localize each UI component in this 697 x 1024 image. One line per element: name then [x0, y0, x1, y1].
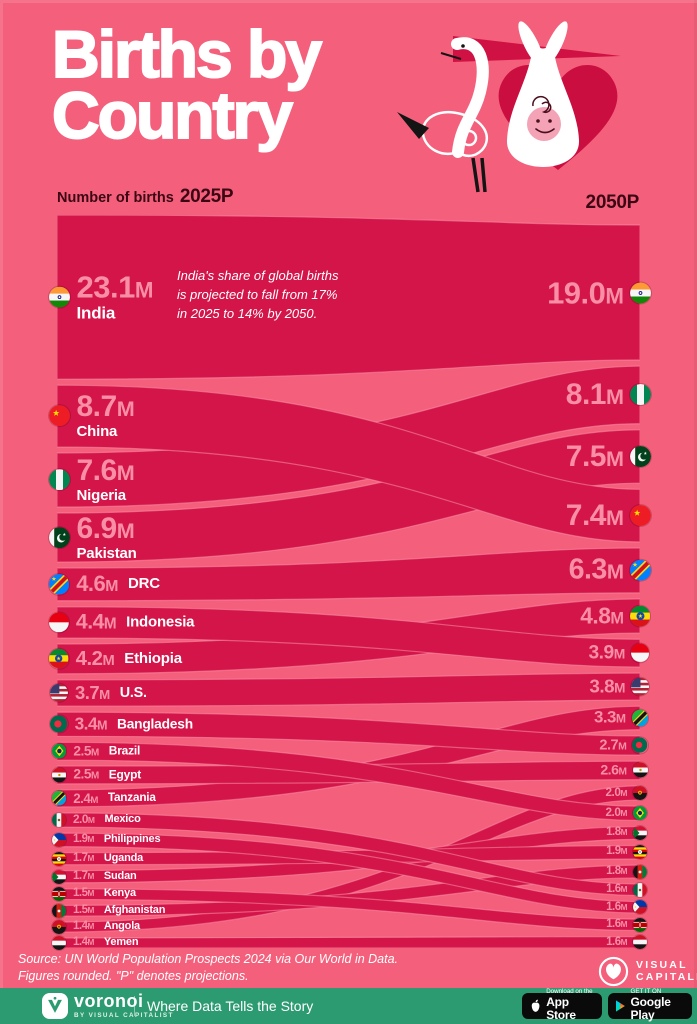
visual-capitalist-logo: VISUAL CAPITALIST	[598, 956, 697, 987]
india-annotation: India's share of global births is projec…	[177, 268, 339, 321]
sankey-ribbon-afghanistan	[57, 864, 640, 917]
stork-eye	[461, 44, 465, 48]
sankey-ribbon-brazil	[57, 741, 640, 822]
google-play-icon	[616, 1000, 625, 1012]
stork-neck	[451, 37, 489, 158]
google-play-badge[interactable]: GET IT ON Google Play	[608, 988, 692, 1022]
baby-face	[527, 107, 561, 141]
footer-divider	[134, 996, 135, 1016]
bundle-knot-right	[542, 21, 568, 67]
source-note: Source: UN World Population Prospects 20…	[18, 952, 399, 983]
voronoi-logo: voronoi BY VISUAL CAPITALIST	[42, 992, 174, 1019]
sankey-ribbon-china	[57, 384, 640, 543]
voronoi-icon	[42, 992, 68, 1019]
sankey-ribbon-indonesia	[57, 606, 640, 668]
voronoi-brand: voronoi	[74, 991, 144, 1011]
stork-illustration	[383, 6, 675, 203]
title-line-2: Country	[51, 78, 294, 153]
app-store-badge[interactable]: Download on the App Store	[522, 988, 602, 1022]
sankey-ribbon-bangladesh	[57, 711, 640, 756]
title-line-1: Births by	[51, 17, 323, 91]
sankey-ribbon-india	[57, 215, 640, 380]
sankey-chart	[57, 215, 640, 948]
sankey-ribbon-drc	[57, 547, 640, 602]
sankey-ribbon-yemen	[57, 936, 640, 948]
stork-wing-curl	[460, 129, 478, 147]
sankey-ribbon-kenya	[57, 888, 640, 932]
stork-body	[421, 111, 488, 158]
sankey-ribbon-us	[57, 672, 640, 707]
footer-bar: voronoi BY VISUAL CAPITALIST Where Data …	[0, 988, 697, 1024]
voronoi-byline: BY VISUAL CAPITALIST	[74, 1012, 174, 1019]
sankey-ribbon-mexico	[57, 812, 640, 897]
sankey-ribbon-philippines	[57, 832, 640, 914]
axis-label-2025: Number of births 2025P	[57, 186, 234, 208]
bundle-knot-left	[518, 21, 544, 67]
baby-hair-curl	[532, 95, 552, 114]
visual-capitalist-icon	[598, 956, 629, 987]
axis-prefix: Number of births	[57, 190, 174, 206]
page-title: Births by Country	[51, 17, 323, 153]
axis-year-2050: 2050P	[585, 192, 640, 213]
footer-tagline: Where Data Tells the Story	[147, 998, 314, 1014]
stork-tail	[397, 112, 429, 139]
axis-label-2050: 2050P	[585, 192, 640, 214]
apple-icon	[531, 999, 540, 1012]
axis-year-2025: 2025P	[179, 186, 234, 207]
